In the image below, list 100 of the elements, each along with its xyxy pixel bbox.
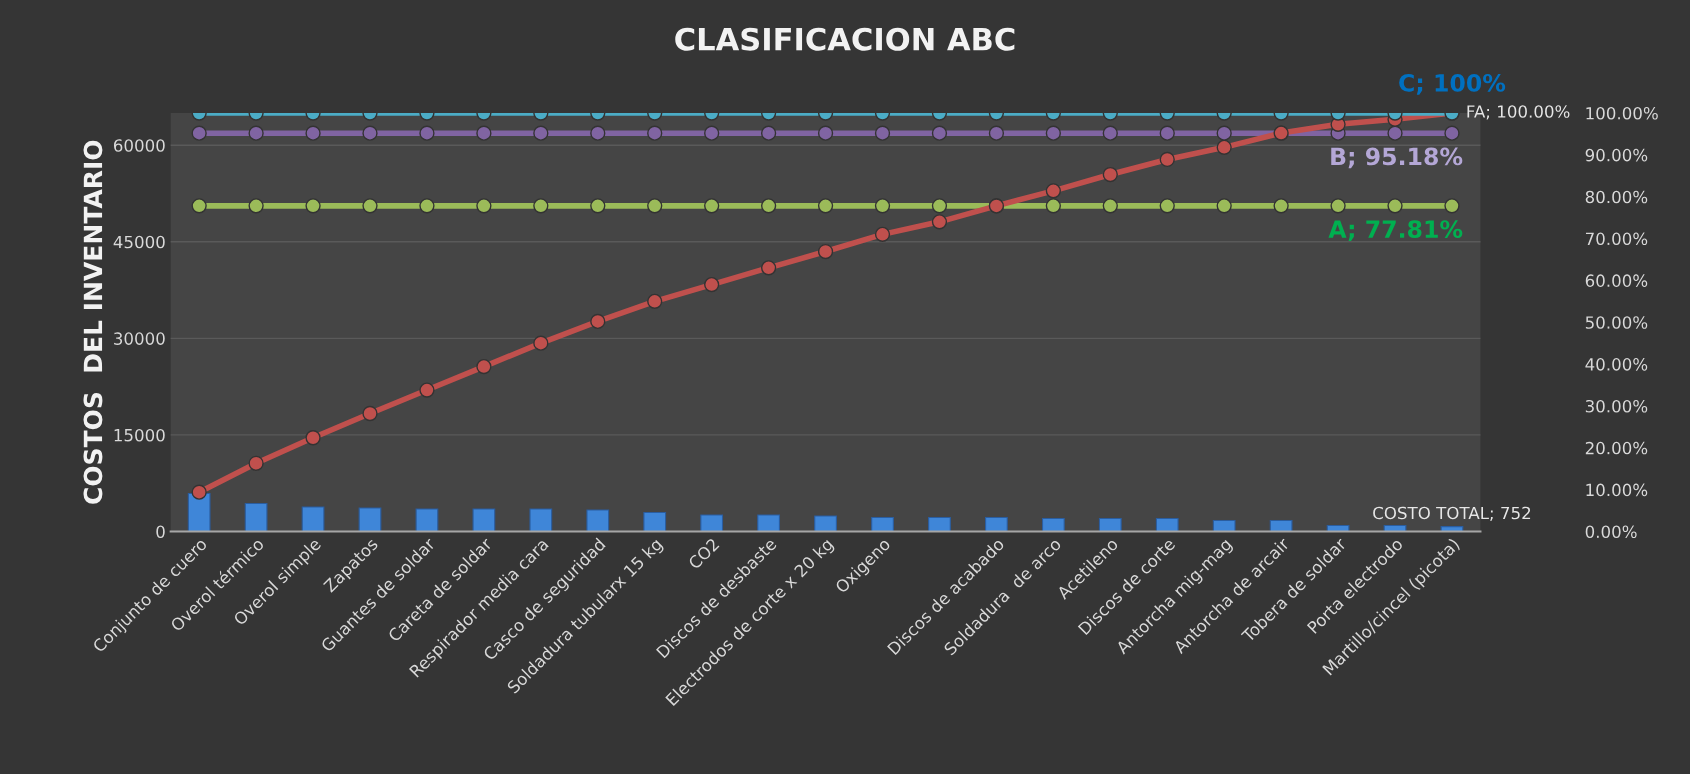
bar: [871, 516, 894, 532]
point: [817, 198, 834, 214]
bar: [928, 516, 951, 532]
y2-tick-label: 70.00%: [1585, 232, 1648, 246]
bar: [301, 506, 325, 532]
bar: [643, 511, 667, 532]
point: [874, 198, 891, 214]
point: [1387, 198, 1403, 214]
y2-tick-label: 60.00%: [1585, 274, 1648, 287]
y2-tick-label: 80.00%: [1585, 190, 1648, 204]
point: [590, 198, 606, 214]
y2-tick-label: 30.00%: [1585, 399, 1648, 413]
y-tick-label: 15000: [114, 428, 165, 442]
data-label: FA; 100.00%: [1467, 105, 1570, 120]
point: [1102, 125, 1118, 141]
bar: [985, 516, 1008, 532]
point: [419, 382, 435, 398]
point: [1102, 166, 1118, 183]
bar: [814, 515, 837, 532]
point: [590, 313, 606, 330]
point: [533, 335, 549, 351]
y2-tick-label: 20.00%: [1585, 441, 1648, 455]
point: [419, 125, 435, 141]
data-label: A; 77.81%: [1328, 220, 1463, 242]
point: [533, 198, 549, 214]
y2-tick-label: 50.00%: [1585, 316, 1648, 329]
point: [590, 125, 606, 141]
point: [704, 276, 720, 293]
point: [1045, 198, 1061, 214]
point: [1330, 198, 1346, 214]
point: [704, 198, 720, 214]
bar: [472, 508, 496, 532]
point: [1216, 125, 1232, 141]
point: [704, 125, 720, 141]
bar: [757, 514, 780, 532]
y-tick-label: 45000: [113, 235, 165, 249]
y2-tick-label: 90.00%: [1585, 148, 1648, 162]
point: [1102, 198, 1118, 214]
point: [248, 455, 264, 471]
y2-tick-label: 100.00%: [1586, 106, 1658, 120]
point: [191, 484, 207, 500]
point: [476, 358, 492, 375]
point: [647, 125, 663, 141]
point: [874, 125, 891, 141]
point: [760, 125, 777, 141]
point: [988, 125, 1005, 141]
chart-title: CLASIFICACION ABC: [675, 27, 1015, 51]
point: [1159, 198, 1175, 214]
point: [191, 198, 207, 214]
point: [476, 125, 492, 141]
point: [647, 293, 663, 309]
point: [476, 198, 492, 214]
point: [362, 125, 378, 141]
point: [362, 405, 378, 422]
point: [1159, 151, 1175, 168]
point: [248, 125, 264, 141]
point: [931, 214, 948, 230]
y2-tick-label: 40.00%: [1585, 358, 1648, 371]
point: [817, 125, 834, 141]
point: [1273, 198, 1289, 214]
data-label: B; 95.18%: [1331, 147, 1463, 169]
point: [931, 198, 948, 214]
point: [419, 198, 435, 214]
bar: [1155, 517, 1179, 532]
bar: [700, 514, 724, 532]
bar: [1041, 517, 1065, 532]
point: [1387, 125, 1403, 141]
point: [1216, 139, 1232, 155]
data-label: COSTO TOTAL; 752: [1373, 506, 1531, 521]
point: [647, 198, 663, 214]
data-label: C; 100%: [1399, 73, 1506, 95]
bar: [529, 508, 553, 532]
point: [1444, 198, 1460, 214]
point: [1045, 183, 1061, 199]
point: [248, 198, 264, 214]
point: [1045, 125, 1061, 141]
point: [760, 198, 777, 214]
y2-tick-label: 0.00%: [1585, 525, 1637, 539]
bar: [415, 508, 439, 532]
point: [1216, 198, 1232, 214]
bar: [586, 509, 610, 532]
point: [817, 243, 834, 260]
point: [1159, 125, 1175, 141]
point: [533, 125, 549, 141]
point: [362, 198, 378, 214]
point: [760, 260, 777, 276]
point: [1444, 125, 1460, 141]
bar: [244, 502, 268, 532]
y-tick-label: 30000: [114, 332, 165, 345]
bar: [358, 507, 382, 532]
point: [931, 125, 948, 141]
bar: [1098, 517, 1122, 532]
y-tick-label: 0: [156, 525, 165, 539]
y2-tick-label: 10.00%: [1586, 483, 1648, 497]
y-axis-title: COSTOS DEL INVENTARIO: [83, 140, 103, 504]
point: [874, 226, 891, 243]
point: [305, 198, 321, 214]
point: [305, 430, 321, 446]
point: [305, 125, 321, 141]
y-tick-label: 60000: [113, 139, 165, 152]
